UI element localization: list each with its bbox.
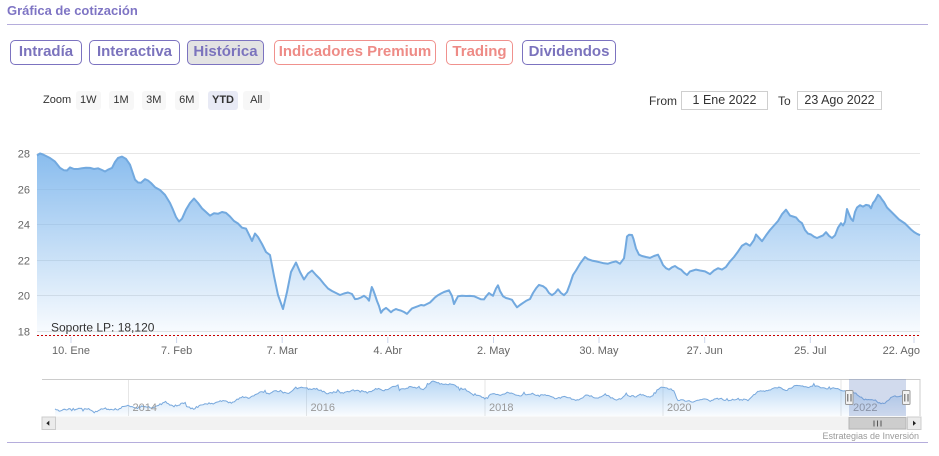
svg-text:18: 18 [18,327,30,339]
svg-text:28: 28 [18,149,30,161]
svg-text:7. Feb: 7. Feb [161,345,192,357]
svg-text:2020: 2020 [667,402,691,414]
svg-text:22: 22 [18,256,30,268]
svg-text:22. Ago: 22. Ago [883,345,920,357]
svg-text:2014: 2014 [133,402,157,414]
svg-text:10. Ene: 10. Ene [52,345,90,357]
svg-text:2018: 2018 [489,402,513,414]
svg-text:7. Mar: 7. Mar [267,345,299,357]
svg-text:2. May: 2. May [477,345,511,357]
svg-text:27. Jun: 27. Jun [687,345,723,357]
svg-text:24: 24 [18,220,30,232]
svg-text:2022: 2022 [853,402,877,414]
svg-text:25. Jul: 25. Jul [794,345,826,357]
svg-text:30. May: 30. May [579,345,619,357]
svg-text:26: 26 [18,185,30,197]
svg-text:Soporte LP: 18,120: Soporte LP: 18,120 [51,321,155,335]
svg-text:2016: 2016 [311,402,335,414]
svg-text:4. Abr: 4. Abr [373,345,402,357]
svg-text:Estrategias de Inversión: Estrategias de Inversión [822,431,919,441]
svg-text:20: 20 [18,291,30,303]
